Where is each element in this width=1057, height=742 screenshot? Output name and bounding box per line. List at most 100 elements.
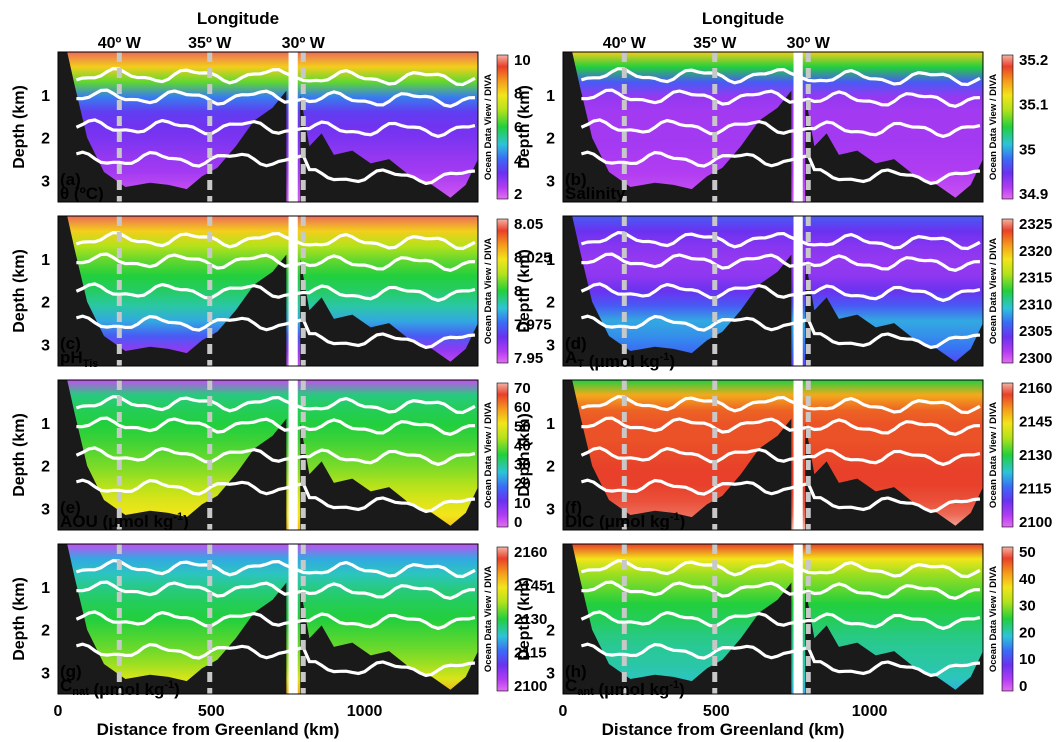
bottom-tick-label: 0: [559, 703, 568, 720]
y-tick-label: 3: [546, 666, 555, 683]
colorbar-tick-label: 2115: [514, 645, 547, 662]
colorbar-tick-label: 50: [514, 418, 531, 435]
colorbar-tick-label: 2315: [1019, 270, 1052, 287]
isoline: [76, 416, 475, 436]
colorbar-tick-label: 2100: [1019, 514, 1052, 531]
isoline: [75, 150, 476, 186]
y-axis-label: Depth (km): [11, 249, 28, 333]
top-label-right: Longitude: [702, 9, 784, 28]
panel-b: (b)Salinity 35.2 35.1 35 34.9 Ocean Data View…: [516, 35, 1048, 203]
y-tick-label: 2: [546, 295, 555, 312]
colorbar-tick-label: 40: [514, 437, 531, 454]
panel-tag: (g): [60, 662, 82, 681]
colorbar-tick-label: 2115: [1019, 481, 1052, 498]
colorbar-caption: Ocean Data View / DIVA: [483, 402, 494, 508]
isoline: [580, 478, 981, 514]
colorbar: [496, 54, 509, 200]
colorbar-tick-label: 7.975: [514, 317, 552, 334]
isoline: [580, 230, 981, 251]
panel-c: (c)pHTis 8.05 8.025 8 7.975 7.95 Ocean Data Vi…: [11, 215, 552, 370]
isoline: [75, 610, 476, 631]
isoline: [581, 88, 980, 108]
bottom-tick-label: 1000: [852, 703, 888, 720]
bathymetry-west: [563, 52, 792, 202]
bottom-tick-label: 0: [54, 703, 63, 720]
bathymetry-west: [58, 52, 287, 202]
section-gap: [793, 216, 803, 366]
bathymetry-west: [58, 544, 287, 694]
bottom-label-right: Distance from Greenland (km): [602, 720, 845, 739]
top-tick-label: 40º W: [98, 35, 142, 52]
colorbar: [496, 218, 509, 364]
panel-tag: (h): [565, 662, 587, 681]
isoline: [75, 282, 476, 303]
y-tick-label: 2: [41, 131, 50, 148]
isoline: [580, 282, 981, 303]
colorbar: [496, 546, 509, 692]
colorbar-tick-label: 2100: [514, 678, 547, 695]
y-tick-label: 3: [546, 174, 555, 191]
isoline: [75, 558, 476, 579]
y-tick-label: 1: [546, 416, 555, 433]
bathymetry-east: [300, 586, 478, 694]
isoline: [580, 446, 981, 467]
y-axis-label: Depth (km): [11, 577, 28, 661]
panel-tag: (a): [60, 170, 81, 189]
bottom-tick-label: 500: [703, 703, 730, 720]
isoline: [75, 394, 476, 415]
panel-variable: AOU (μmol kg-1): [60, 511, 189, 531]
y-axis-label: Depth (km): [516, 249, 533, 333]
panel-d: (d)AT (μmol kg-1) 2325 2320 2315 2310 2305 230…: [516, 215, 1052, 371]
y-tick-label: 1: [546, 580, 555, 597]
isoline: [76, 252, 475, 272]
colorbar: [1001, 546, 1014, 692]
colorbar-caption: Ocean Data View / DIVA: [483, 74, 494, 180]
panel-variable: Salinity: [565, 184, 626, 203]
colorbar-tick-label: 35: [1019, 141, 1036, 158]
section-gap: [288, 544, 298, 694]
colorbar-tick-label: 2160: [1019, 380, 1052, 397]
y-tick-label: 3: [41, 666, 50, 683]
bathymetry-west: [563, 216, 792, 366]
colorbar-caption: Ocean Data View / DIVA: [483, 238, 494, 344]
colorbar-caption: Ocean Data View / DIVA: [988, 402, 999, 508]
y-tick-label: 2: [41, 459, 50, 476]
top-tick-label: 35º W: [188, 35, 232, 52]
panel-g: (g)Cnat (μmol kg-1)21602145213021152100O…: [11, 543, 547, 720]
isoline: [580, 66, 981, 87]
panel-tag: (c): [60, 334, 81, 353]
panel-frame: [57, 51, 479, 203]
panel-tag: (f): [565, 498, 582, 517]
panel-e: (e)AOU (μmol kg-1) 70 60 50 40 30 20 10 0 Ocean D…: [11, 379, 531, 531]
panel-tag: (b): [565, 170, 587, 189]
colorbar-tick-label: 2160: [514, 544, 547, 561]
bathymetry-west: [58, 216, 287, 366]
colorbar-tick-label: 4: [514, 153, 523, 170]
panel-f: (f)DIC (μmol kg-1)21602145213021152100Oc…: [516, 379, 1052, 531]
panel-a: (a)θ (ºC) 10 8 6 4 2 Ocean Data View / DIVA Dep…: [11, 35, 531, 203]
panel-frame: [562, 379, 984, 531]
y-tick-label: 3: [41, 338, 50, 355]
colorbar-tick-label: 40: [1019, 571, 1036, 588]
isoline: [580, 610, 981, 631]
y-axis-label: Depth (km): [11, 413, 28, 497]
bathymetry-east: [805, 422, 983, 530]
colorbar-tick-label: 8: [514, 283, 522, 300]
section-gap: [793, 380, 803, 530]
colorbar-tick-label: 2130: [514, 611, 547, 628]
panel-variable: pHTis: [60, 348, 98, 370]
panel-variable: Cant (μmol kg-1): [565, 676, 685, 699]
colorbar-tick-label: 2325: [1019, 216, 1052, 233]
colorbar-caption: Ocean Data View / DIVA: [483, 566, 494, 672]
colorbar-tick-label: 20: [514, 476, 531, 493]
panel-tag: (d): [565, 334, 587, 353]
isoline: [580, 394, 981, 415]
colorbar-tick-label: 30: [514, 457, 531, 474]
bathymetry-east: [805, 586, 983, 694]
colorbar-tick-label: 8: [514, 86, 522, 103]
isoline: [580, 642, 981, 678]
isoline: [75, 230, 476, 251]
y-tick-label: 1: [546, 88, 555, 105]
bottom-tick-label: 500: [198, 703, 225, 720]
